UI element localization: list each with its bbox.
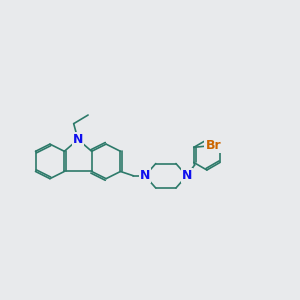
Text: Br: Br xyxy=(206,140,221,152)
Text: N: N xyxy=(182,169,192,182)
Text: N: N xyxy=(73,133,83,146)
Text: N: N xyxy=(140,169,150,182)
